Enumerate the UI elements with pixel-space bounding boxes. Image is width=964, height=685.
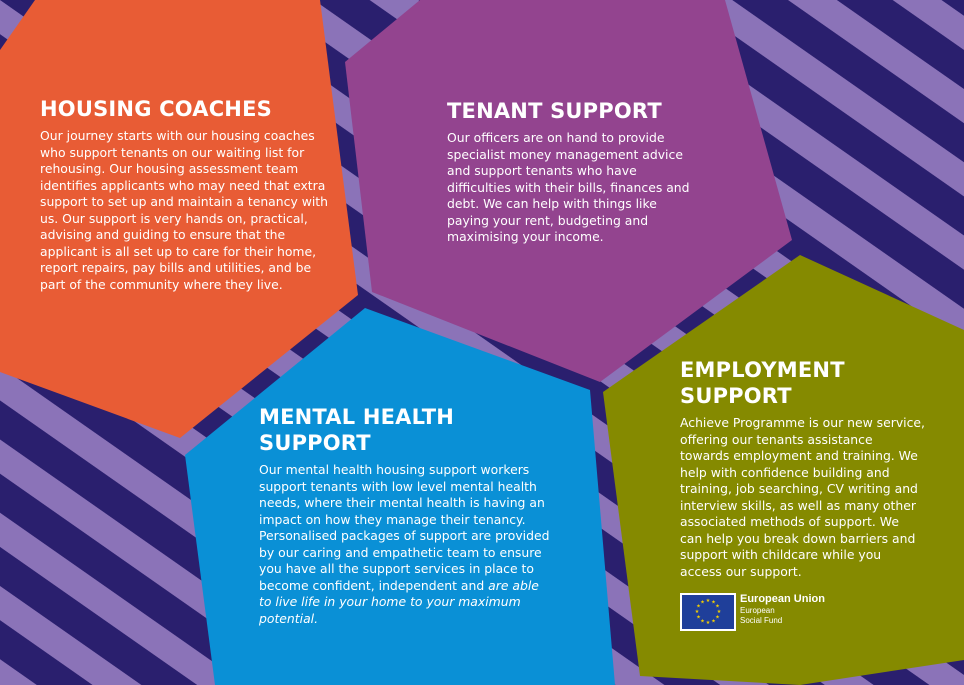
- tenant-section: TENANT SUPPORT Our officers are on hand …: [447, 98, 697, 246]
- mental-title-line1: MENTAL HEALTH: [259, 405, 455, 429]
- housing-section: HOUSING COACHES Our journey starts with …: [40, 96, 360, 293]
- eu-name: European Union: [740, 593, 825, 605]
- eu-logo: ★ ★ ★ ★ ★ ★ ★ ★ ★ ★ ★ ★ European Union European S…: [680, 593, 825, 631]
- employment-section: EMPLOYMENT SUPPORT Achieve Programme is o…: [680, 357, 930, 580]
- employment-title-line1: EMPLOYMENT: [680, 358, 845, 382]
- eu-line2: European: [740, 606, 775, 615]
- mental-section: MENTAL HEALTH SUPPORT Our mental health h…: [259, 404, 559, 627]
- tenant-title: TENANT SUPPORT: [447, 99, 662, 123]
- svg-text:★: ★: [715, 615, 720, 621]
- eu-flag-icon: ★ ★ ★ ★ ★ ★ ★ ★ ★ ★ ★ ★: [680, 593, 736, 631]
- eu-line3: Social Fund: [740, 616, 783, 625]
- housing-body: Our journey starts with our housing coac…: [40, 128, 328, 292]
- mental-title-line2: SUPPORT: [259, 431, 371, 455]
- svg-text:★: ★: [706, 620, 711, 626]
- svg-text:★: ★: [717, 609, 722, 615]
- svg-text:★: ★: [696, 615, 701, 621]
- hexagon-mental: [185, 308, 615, 685]
- hexagon-tenant: [345, 0, 792, 382]
- svg-text:★: ★: [706, 598, 711, 604]
- tenant-body: Our officers are on hand to provide spec…: [447, 130, 690, 244]
- mental-body-italic: are able to live life in your home to yo…: [259, 577, 539, 626]
- mental-body: Our mental health housing support worker…: [259, 462, 550, 593]
- housing-title: HOUSING COACHES: [40, 97, 272, 121]
- hexagon-employment: [603, 255, 964, 685]
- svg-text:★: ★: [711, 619, 716, 625]
- employment-body: Achieve Programme is our new service, of…: [680, 415, 925, 579]
- employment-title-line2: SUPPORT: [680, 384, 792, 408]
- svg-text:★: ★: [695, 609, 700, 615]
- svg-text:★: ★: [711, 600, 716, 606]
- hexagon-housing: [0, 0, 358, 438]
- svg-text:★: ★: [700, 619, 705, 625]
- svg-text:★: ★: [696, 604, 701, 610]
- svg-text:★: ★: [700, 600, 705, 606]
- svg-text:★: ★: [715, 604, 720, 610]
